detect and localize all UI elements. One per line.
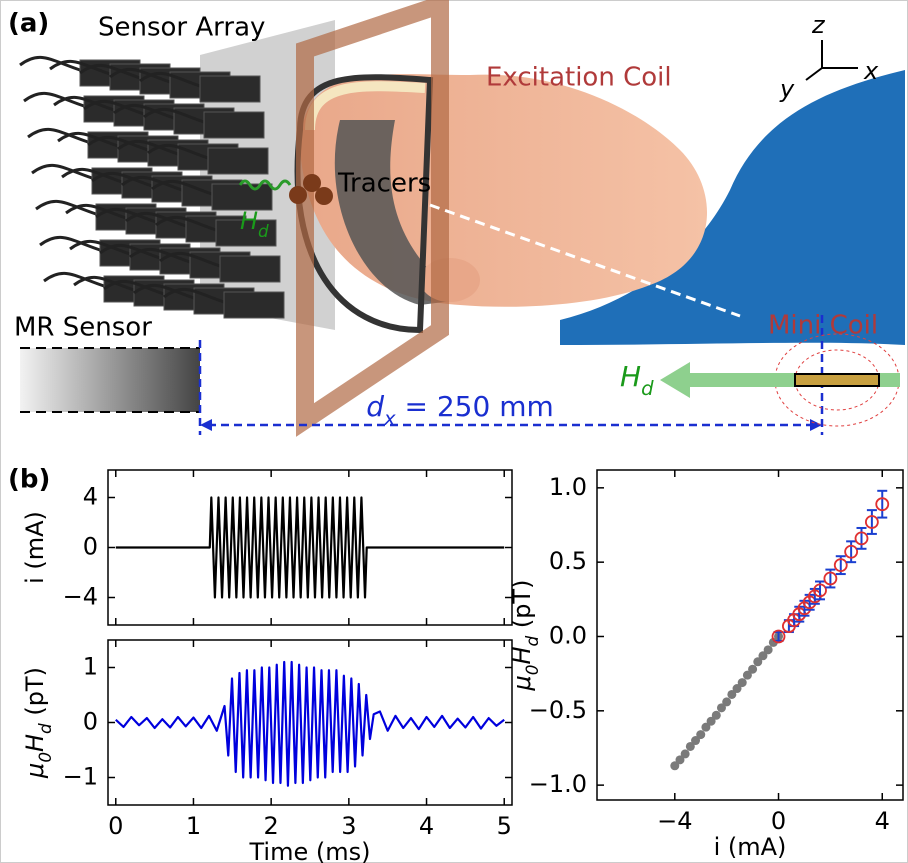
point <box>738 678 747 687</box>
y-tick-label: 1 <box>83 653 98 681</box>
sensor-block <box>204 112 264 138</box>
y-tick-label: −0.5 <box>529 696 587 724</box>
y-tick-label: −1.0 <box>529 770 587 798</box>
y-axis-label: μ0Hd (pT) <box>21 667 55 779</box>
ear <box>420 258 480 302</box>
x-axis-label: i (mA) <box>714 833 787 861</box>
y-tick-label: 4 <box>83 483 98 511</box>
x-tick-label: 4 <box>419 812 434 840</box>
y-tick-label: −1 <box>63 763 98 791</box>
y-tick-label: −4 <box>63 583 98 611</box>
label: Mini Coil <box>768 311 878 341</box>
point <box>696 730 705 739</box>
y-tick-label: 0.0 <box>549 621 587 649</box>
label-part: d <box>35 723 55 734</box>
axes-box <box>597 470 903 800</box>
chart: −101012345μ0Hd (pT)Time (ms) <box>21 640 512 863</box>
x-tick-label: 0 <box>771 807 786 835</box>
tracer <box>289 186 307 204</box>
label: Excitation Coil <box>486 63 672 93</box>
point <box>748 665 757 674</box>
label-part: H <box>508 646 536 664</box>
x-tick-label: 1 <box>186 812 201 840</box>
line <box>116 498 504 598</box>
point <box>722 697 731 706</box>
label-part: H <box>240 207 258 235</box>
sensor-block <box>200 76 260 102</box>
x-tick-label: 2 <box>264 812 279 840</box>
label-part: d <box>641 377 654 400</box>
label-part: (pT) <box>21 667 49 723</box>
label-part: d <box>522 635 542 646</box>
sensor-block <box>224 292 284 318</box>
label: MR Sensor <box>14 313 152 343</box>
panel-label: (b) <box>8 465 50 495</box>
field-label: Hd <box>620 360 654 400</box>
label-part: x <box>383 407 396 430</box>
arrow-head <box>810 419 822 431</box>
label-part: d <box>258 221 269 241</box>
x-tick-label: 4 <box>875 807 890 835</box>
arrow-head <box>200 419 212 431</box>
label-part: μ <box>21 763 49 779</box>
sensor-block <box>208 148 268 174</box>
label-part: 0 <box>522 664 542 675</box>
label: Sensor Array <box>98 13 265 43</box>
x-tick-label: 0 <box>108 812 123 840</box>
label-part: d <box>366 390 384 423</box>
panel-label: (a) <box>8 9 49 39</box>
point <box>764 645 773 654</box>
label-part: 0 <box>35 752 55 763</box>
label-part: (pT) <box>508 580 536 636</box>
figure: (a) Sensor Array Excitation Coil Tracers… <box>0 0 908 863</box>
mini-coil <box>795 374 879 386</box>
x-tick-label: 3 <box>341 812 356 840</box>
sensor-blocks <box>20 57 284 318</box>
line <box>116 662 504 786</box>
axis-label: x <box>863 57 879 85</box>
label-part: μ <box>508 675 536 691</box>
y-tick-label: 1.0 <box>549 473 587 501</box>
field-arrow-head <box>660 362 690 398</box>
label-part: H <box>21 734 49 752</box>
axis-label: z <box>811 11 826 39</box>
point <box>712 711 721 720</box>
label-part: = 250 mm <box>396 390 554 423</box>
label-part: H <box>620 360 641 393</box>
y-tick-label: 0.5 <box>549 547 587 575</box>
point <box>681 749 690 758</box>
chart: −4 0 4 i (mA) <box>21 470 512 625</box>
y-tick-label: 0 <box>83 533 98 561</box>
y-axis-label: i (mA) <box>21 511 49 584</box>
axis-label: y <box>779 75 795 103</box>
x-axis-label: Time (ms) <box>249 838 371 863</box>
y-tick-label: 0 <box>83 708 98 736</box>
y-axis-label: μ0Hd (pT) <box>508 580 542 692</box>
x-tick-label: −4 <box>657 807 692 835</box>
tracer <box>315 187 333 205</box>
sensor-block <box>220 256 280 282</box>
illustration <box>20 5 905 435</box>
label: Tracers <box>337 169 431 199</box>
axis-triad <box>806 40 858 80</box>
mr-sensor <box>20 348 200 412</box>
x-tick-label: 5 <box>497 812 512 840</box>
